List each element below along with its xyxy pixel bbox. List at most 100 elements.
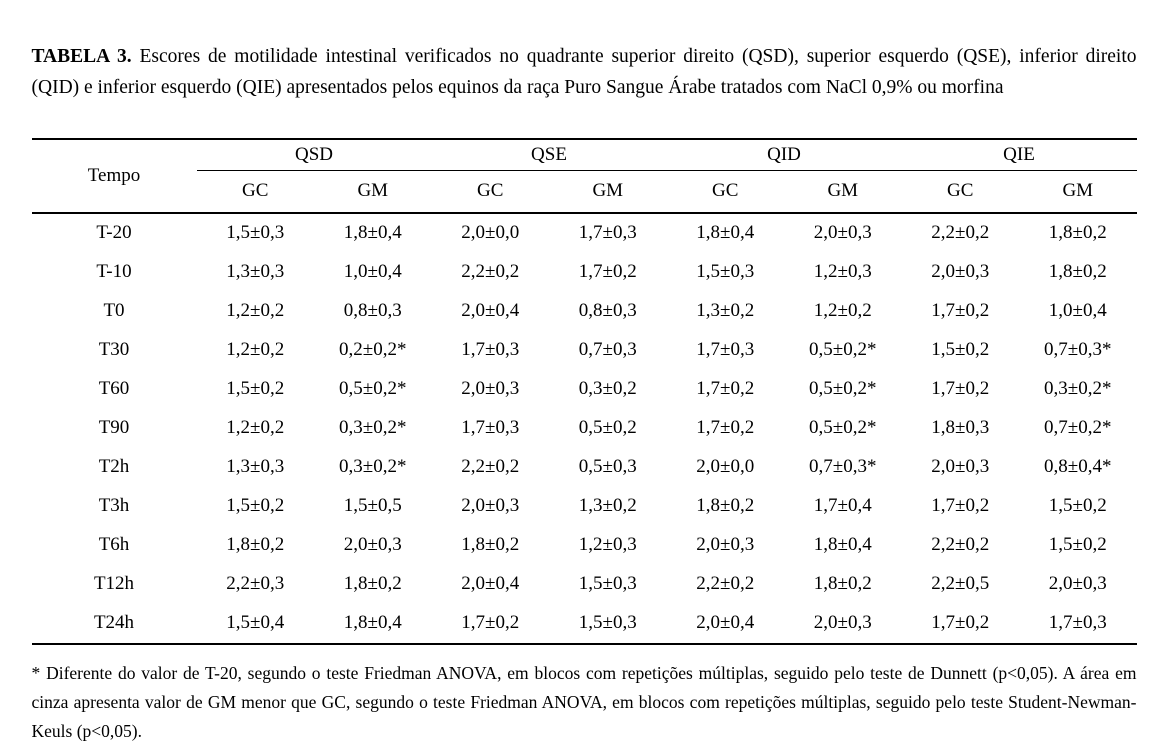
value-cell: 1,7±0,2 <box>931 378 990 399</box>
column-header-qsd-gc: GC <box>196 170 314 214</box>
value-cell: 1,5±0,5 <box>343 495 402 516</box>
value-cell: 1,2±0,3 <box>578 534 637 555</box>
value-cell: 1,7±0,2 <box>461 612 520 633</box>
time-cell: T0 <box>103 300 125 321</box>
table-body: T-20 1,5±0,3 1,8±0,4 2,0±0,0 1,7±0,3 1,8±0,4 2… <box>32 213 1137 644</box>
value-cell: 0,7±0,3 <box>578 339 637 360</box>
value-cell: 0,7±0,3* <box>809 456 877 477</box>
value-cell: 1,8±0,2 <box>813 573 872 594</box>
value-cell: 1,3±0,2 <box>696 300 755 321</box>
value-cell: 2,2±0,2 <box>696 573 755 594</box>
value-cell: 0,8±0,4* <box>1044 456 1112 477</box>
value-cell: 0,5±0,2* <box>339 378 407 399</box>
column-header-qid-gc: GC <box>666 170 784 214</box>
value-cell: 0,3±0,2* <box>1044 378 1112 399</box>
value-cell: 1,8±0,4 <box>813 534 872 555</box>
value-cell: 2,0±0,3 <box>931 261 990 282</box>
value-cell: 1,5±0,3 <box>696 261 755 282</box>
value-cell: 0,2±0,2* <box>339 339 407 360</box>
table-title-text: Escores de motilidade intestinal verific… <box>31 45 1137 98</box>
value-cell: 1,5±0,2 <box>931 339 990 360</box>
value-cell: 1,2±0,3 <box>813 261 872 282</box>
column-header-qsd: QSD <box>196 138 432 171</box>
value-cell: 0,8±0,3 <box>578 300 637 321</box>
value-cell: 1,5±0,4 <box>226 612 285 633</box>
value-cell: 1,7±0,2 <box>696 417 755 438</box>
value-cell: 2,0±0,3 <box>461 378 520 399</box>
value-cell: 1,3±0,2 <box>578 495 637 516</box>
column-header-tempo: Tempo <box>31 138 197 214</box>
value-cell: 1,7±0,2 <box>696 378 755 399</box>
value-cell: 0,7±0,3* <box>1044 339 1112 360</box>
value-cell: 2,2±0,2 <box>461 456 520 477</box>
table-row: T6h 1,8±0,2 2,0±0,3 1,8±0,2 1,2±0,3 2,0±0,3 1,… <box>32 526 1137 565</box>
column-header-qie: QIE <box>901 138 1137 171</box>
value-cell: 1,7±0,3 <box>1048 612 1107 633</box>
value-cell: 0,3±0,2* <box>339 456 407 477</box>
value-cell: 1,8±0,4 <box>343 222 402 243</box>
time-cell: T60 <box>98 378 130 399</box>
column-header-qie-gc: GC <box>901 170 1019 214</box>
value-cell: 1,3±0,3 <box>226 456 285 477</box>
value-cell: 2,0±0,3 <box>696 534 755 555</box>
value-cell: 1,7±0,4 <box>813 495 872 516</box>
value-cell: 2,0±0,0 <box>696 456 755 477</box>
value-cell: 2,2±0,3 <box>226 573 285 594</box>
value-cell: 2,2±0,2 <box>461 261 520 282</box>
value-cell: 1,2±0,2 <box>226 417 285 438</box>
table-row: T0 1,2±0,2 0,8±0,3 2,0±0,4 0,8±0,3 1,3±0,2 1,2… <box>32 292 1137 331</box>
value-cell: 1,5±0,2 <box>1048 534 1107 555</box>
table-row: T90 1,2±0,2 0,3±0,2* 1,7±0,3 0,5±0,2 1,7±0,2 0… <box>32 409 1137 448</box>
value-cell: 2,0±0,3 <box>1048 573 1107 594</box>
value-cell: 1,3±0,3 <box>226 261 285 282</box>
time-cell: T6h <box>98 534 130 555</box>
value-cell: 2,0±0,4 <box>461 573 520 594</box>
time-cell: T2h <box>98 456 130 477</box>
table-title: TABELA 3. Escores de motilidade intestin… <box>32 41 1137 103</box>
value-cell: 2,0±0,3 <box>931 456 990 477</box>
time-cell: T3h <box>98 495 130 516</box>
table-row: T12h 2,2±0,3 1,8±0,2 2,0±0,4 1,5±0,3 2,2±0,2 1… <box>32 565 1137 604</box>
quadrant-header-row: Tempo QSD QSE QID QIE <box>31 138 1137 214</box>
value-cell: 1,8±0,2 <box>1048 261 1107 282</box>
value-cell: 1,8±0,4 <box>696 222 755 243</box>
value-cell: 1,5±0,2 <box>226 495 285 516</box>
value-cell: 2,2±0,2 <box>931 534 990 555</box>
value-cell: 1,7±0,2 <box>931 495 990 516</box>
value-cell: 1,8±0,2 <box>461 534 520 555</box>
value-cell: 1,7±0,2 <box>578 261 637 282</box>
group-header-row: GC GM GC GM GC GM GC GM <box>32 170 1137 214</box>
value-cell: 1,7±0,3 <box>461 417 520 438</box>
value-cell: 1,5±0,3 <box>226 222 285 243</box>
value-cell: 1,0±0,4 <box>1048 300 1107 321</box>
time-cell: T-10 <box>96 261 132 282</box>
column-header-qid-gm: GM <box>784 170 902 214</box>
value-cell: 1,7±0,2 <box>931 612 990 633</box>
value-cell: 0,5±0,3 <box>578 456 637 477</box>
value-cell: 1,2±0,2 <box>226 300 285 321</box>
value-cell: 1,7±0,3 <box>578 222 637 243</box>
value-cell: 1,5±0,3 <box>578 612 637 633</box>
column-header-qse-gm: GM <box>549 170 667 214</box>
table-row: T24h 1,5±0,4 1,8±0,4 1,7±0,2 1,5±0,3 2,0±0,4 2… <box>32 604 1137 644</box>
value-cell: 1,8±0,3 <box>931 417 990 438</box>
value-cell: 0,5±0,2* <box>809 339 877 360</box>
value-cell: 1,7±0,3 <box>696 339 755 360</box>
column-header-qsd-gm: GM <box>314 170 432 214</box>
value-cell: 1,5±0,2 <box>226 378 285 399</box>
value-cell: 1,8±0,4 <box>343 612 402 633</box>
value-cell: 2,2±0,5 <box>931 573 990 594</box>
table-row: T3h 1,5±0,2 1,5±0,5 2,0±0,3 1,3±0,2 1,8±0,2 1,… <box>32 487 1137 526</box>
column-header-qid: QID <box>666 138 902 171</box>
table-title-label: TABELA 3. <box>31 45 132 67</box>
page: TABELA 3. Escores de motilidade intestin… <box>31 0 1137 746</box>
time-cell: T12h <box>93 573 135 594</box>
value-cell: 0,3±0,2 <box>578 378 637 399</box>
value-cell: 0,5±0,2* <box>809 417 877 438</box>
table-header: Tempo QSD QSE QID QIE GC GM GC GM GC GM … <box>31 138 1137 214</box>
time-cell: T24h <box>93 612 135 633</box>
column-header-qie-gm: GM <box>1019 170 1137 214</box>
value-cell: 1,5±0,3 <box>578 573 637 594</box>
value-cell: 2,0±0,3 <box>343 534 402 555</box>
column-header-qse: QSE <box>431 138 667 171</box>
